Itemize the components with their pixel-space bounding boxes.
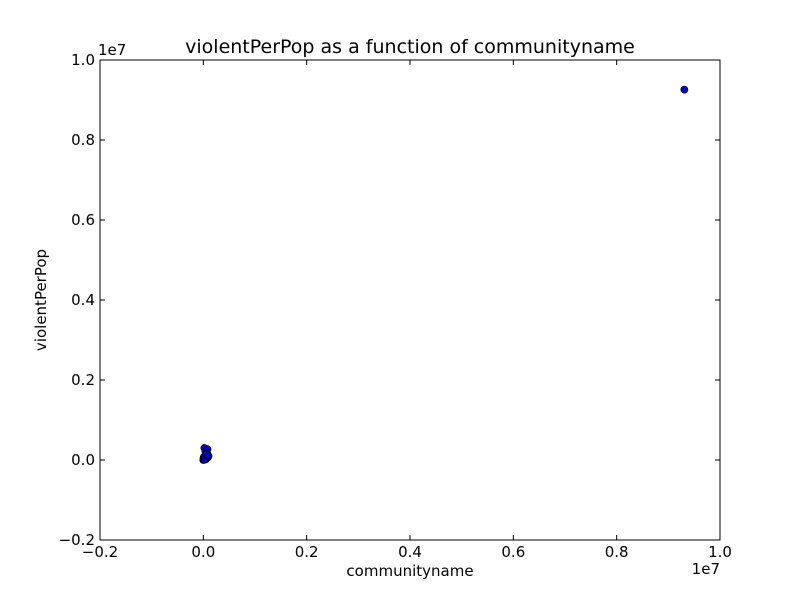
x-tick-label: 0.4 xyxy=(398,543,422,561)
x-tick-label: 1.0 xyxy=(708,543,732,561)
x-tick-label: 0.8 xyxy=(605,543,629,561)
y-tick-label: 0.0 xyxy=(71,451,95,469)
points-layer xyxy=(199,85,689,464)
scatter-point xyxy=(204,451,212,460)
x-tick-label: 0.2 xyxy=(295,543,319,561)
x-offset-label: 1e7 xyxy=(692,560,720,578)
y-offset-label: 1e7 xyxy=(98,41,126,59)
y-tick-label: −0.2 xyxy=(59,531,95,549)
chart-title: violentPerPop as a function of community… xyxy=(185,36,635,58)
x-tick-label: 0.6 xyxy=(501,543,525,561)
y-tick-label: 0.4 xyxy=(71,291,95,309)
plot-frame xyxy=(99,59,721,541)
tick-labels-layer: −0.2 0.0 0.2 0.4 0.6 0.8 1.0 −0.2 0.0 0.2 0.4 0.6 0.… xyxy=(59,51,732,561)
y-tick-label: 0.8 xyxy=(71,131,95,149)
y-tick-label: 1.0 xyxy=(71,51,95,69)
x-tick-label: 0.0 xyxy=(191,543,215,561)
x-axis-label: communityname xyxy=(346,562,473,580)
scatter-point xyxy=(680,85,689,94)
y-axis-label: violentPerPop xyxy=(32,249,50,351)
x-tick-label: −0.2 xyxy=(82,543,118,561)
y-tick-label: 0.6 xyxy=(71,211,95,229)
y-tick-label: 0.2 xyxy=(71,371,95,389)
ticks-layer xyxy=(99,59,721,541)
